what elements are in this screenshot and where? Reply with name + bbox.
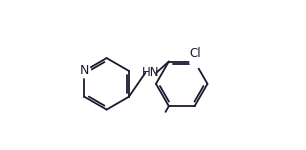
Text: HN: HN (142, 66, 159, 79)
Text: Cl: Cl (189, 47, 201, 60)
Text: N: N (80, 64, 89, 77)
